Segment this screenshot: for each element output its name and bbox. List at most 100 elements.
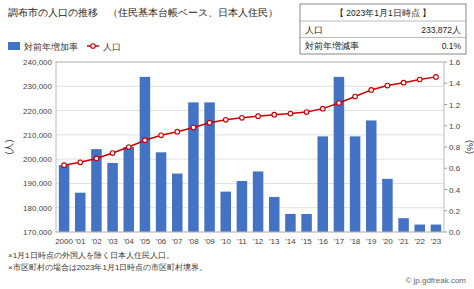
point [256,114,261,119]
bar [188,102,199,232]
point [94,156,99,161]
y2-tick-label: 0.8 [449,143,461,152]
bar [172,174,183,232]
y2-tick-label: 1.2 [449,101,461,110]
bar [350,136,361,232]
bar [382,179,393,232]
point [304,110,309,115]
info-separator [300,21,466,22]
x-tick-label: '19 [366,237,377,246]
grid-line [56,159,444,160]
y2-tick-label: 0.0 [449,228,461,237]
legend-swatch [8,42,20,50]
x-tick-label: '04 [124,237,135,246]
x-tick-label: '09 [204,237,215,246]
info-label: 人口 [305,25,323,35]
legend-label: 人口 [103,42,121,52]
bar [220,192,231,232]
y2-tick-label: 0.4 [449,186,461,195]
point [240,116,245,121]
x-tick-label: '02 [91,237,102,246]
y2-tick-label: 0.6 [449,164,461,173]
x-tick-label: '01 [75,237,86,246]
x-tick-label: '16 [318,237,329,246]
bar [237,181,248,232]
y-tick-label: 240,000 [23,58,52,67]
bar [156,152,167,232]
y-tick-label: 210,000 [23,131,52,140]
info-box-frame [300,4,466,54]
marks [59,75,441,232]
info-label: 対前年増減率 [305,41,359,51]
background [0,0,474,289]
point [110,151,115,156]
x-tick-label: '12 [253,237,264,246]
x-tick-label: '06 [156,237,167,246]
x-tick-label: '18 [350,237,361,246]
bar [301,214,312,232]
bar [317,136,328,232]
point [159,133,164,138]
x-tick-label: '11 [237,237,247,246]
y-tick-label: 170,000 [23,228,52,237]
point [337,101,342,106]
x-tick-label: '10 [221,237,232,246]
point [126,145,131,150]
line [64,77,436,165]
point [434,75,439,80]
x-tick-label: '08 [188,237,199,246]
point [207,120,212,125]
bar [59,165,70,232]
bar [91,149,102,232]
point [223,118,228,123]
info-value: 233,872人 [421,25,461,35]
axes: 170,000180,000190,000200,000210,000220,0… [4,58,474,246]
y-tick-label: 180,000 [23,204,52,213]
x-tick-label: '03 [107,237,118,246]
y2-tick-label: 1.6 [449,58,461,67]
grid-line [56,110,444,111]
legend-marker [91,44,96,49]
point [417,77,422,82]
x-tick-label: '17 [334,237,345,246]
point [369,88,374,93]
y2-tick-label: 1.4 [449,79,461,88]
x-tick-label: '13 [269,237,280,246]
bar [123,147,134,232]
x-tick-label: '22 [415,237,426,246]
point [143,138,148,143]
bar [334,77,345,232]
bar [269,197,280,232]
plot-frame [56,62,444,232]
legend: 対前年増加率人口 [8,42,121,52]
x-tick-label: '20 [382,237,393,246]
point [401,80,406,85]
y2-tick-label: 1.0 [449,122,461,131]
bar [140,77,151,232]
x-tick-label: '21 [398,237,409,246]
point [62,163,67,168]
footnote: ×市区町村の場合は2023年1月1日時点の市区町村境界。 [8,263,207,272]
footnote: ×1月1日時点の外国人を除く日本人住民人口。 [8,251,174,260]
point [78,160,83,165]
info-box: 【 2023年1月1日時点 】人口 233,872人対前年増減率 0.1% [300,4,466,54]
point [320,106,325,111]
point [175,129,180,134]
grid-line [56,134,444,135]
x-tick-label: '07 [172,237,183,246]
x-tick-label: '05 [140,237,151,246]
chart: 調布市の人口の推移 （住民基本台帳ベース、日本人住民）170,000180,00… [0,0,474,289]
info-box-title: 【 2023年1月1日時点 】 [335,8,431,18]
bar [75,193,86,232]
info-value: 0.1% [442,41,462,51]
bar [398,218,409,232]
y2-axis-label: (%) [465,140,474,154]
x-tick-label: '15 [301,237,312,246]
point [191,125,196,130]
bar [431,225,442,232]
bar [414,225,425,232]
y-tick-label: 230,000 [23,82,52,91]
x-tick-label: '14 [285,237,296,246]
y-tick-label: 220,000 [23,107,52,116]
y2-tick-label: 0.2 [449,207,461,216]
